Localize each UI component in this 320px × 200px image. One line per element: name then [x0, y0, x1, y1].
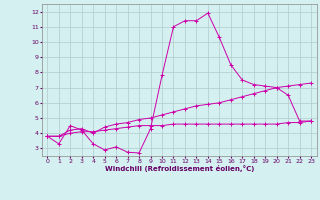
X-axis label: Windchill (Refroidissement éolien,°C): Windchill (Refroidissement éolien,°C)	[105, 165, 254, 172]
